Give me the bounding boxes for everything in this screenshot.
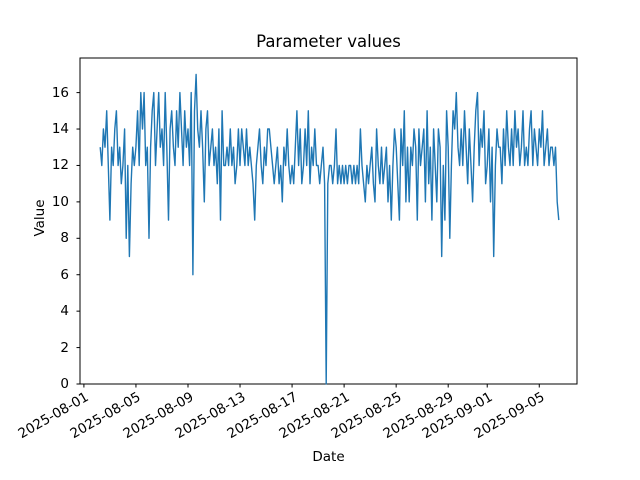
y-tick-label: 10 xyxy=(51,193,69,210)
y-tick-label: 16 xyxy=(51,84,69,101)
chart-title: Parameter values xyxy=(256,32,401,51)
y-tick-label: 12 xyxy=(51,157,69,174)
axes-frame xyxy=(79,57,578,385)
y-tick-label: 14 xyxy=(51,121,69,138)
x-axis-label: Date xyxy=(312,449,345,465)
y-tick-label: 2 xyxy=(60,339,69,356)
data-series-line xyxy=(99,73,560,385)
y-tick-label: 6 xyxy=(60,266,69,283)
y-tick-label: 4 xyxy=(60,303,69,320)
y-tick-label: 8 xyxy=(60,230,69,247)
y-axis-label: Value xyxy=(32,199,48,237)
y-tick-label: 0 xyxy=(60,376,69,392)
